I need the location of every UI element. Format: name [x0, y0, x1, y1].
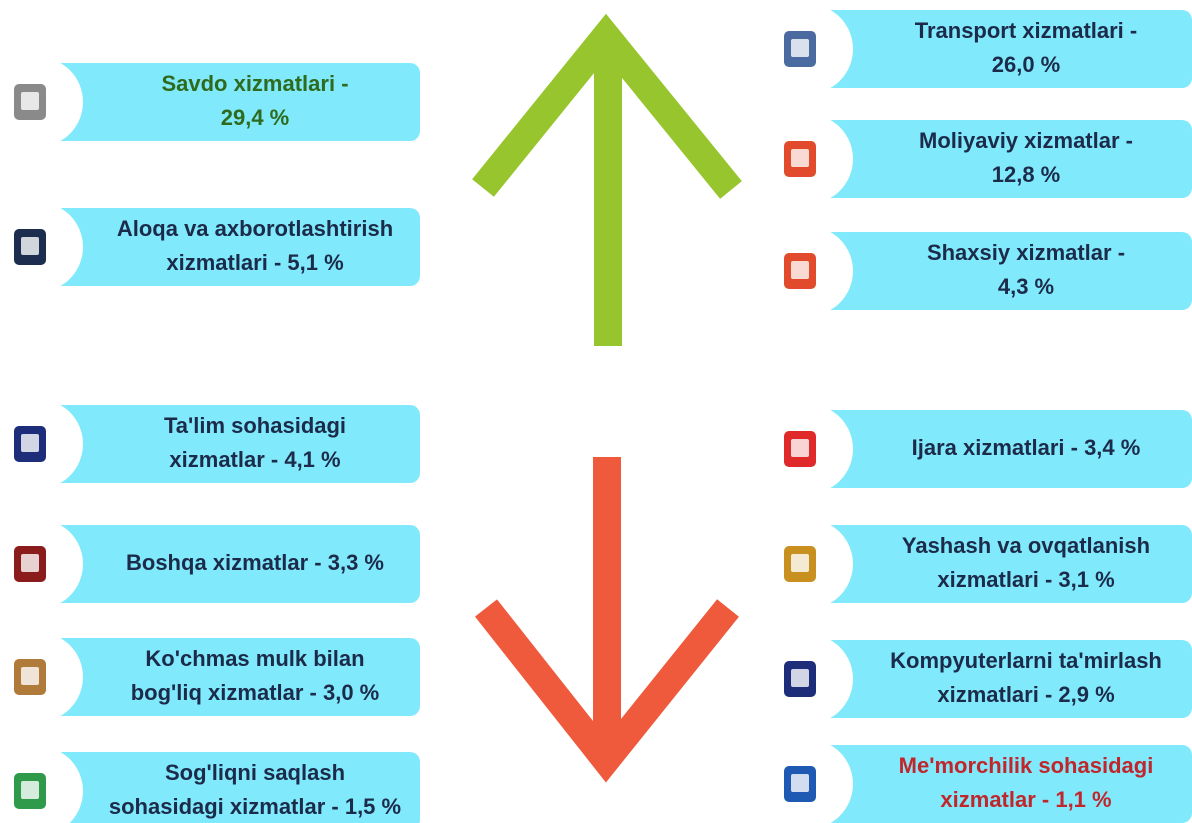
items: Savdo xizmatlari - 29,4 % Aloqa va axborot… [0, 4, 1192, 823]
item-text: Sog'liqni saqlash [165, 760, 345, 785]
service-item: Aloqa va axborotlashtirish xizmatlari - 5… [0, 202, 420, 292]
service-item: Ta'lim sohasidagi xizmatlar - 4,1 % [0, 399, 420, 489]
service-item: Ko'chmas mulk bilan bog'liq xizmatlar - 3… [0, 632, 420, 722]
icon-detail [21, 781, 39, 799]
item-text: Shaxsiy xizmatlar - [927, 240, 1125, 265]
item-text: Moliyaviy xizmatlar - [919, 128, 1133, 153]
down-arrow [475, 457, 739, 783]
icon-detail [21, 554, 39, 572]
item-text: 12,8 % [992, 162, 1061, 187]
icon-detail [21, 434, 39, 452]
service-item: Kompyuterlarni ta'mirlash xizmatlari - 2,… [763, 634, 1192, 724]
item-text: xizmatlari - 2,9 % [937, 682, 1114, 707]
item-box [50, 752, 420, 823]
item-box [820, 120, 1192, 198]
item-text: xizmatlari - 5,1 % [166, 250, 343, 275]
down-arrow-head [475, 599, 739, 783]
icon-detail [791, 149, 809, 167]
item-text: Aloqa va axborotlashtirish [117, 216, 393, 241]
icon-detail [791, 439, 809, 457]
service-item: Savdo xizmatlari - 29,4 % [0, 57, 420, 147]
item-box [820, 640, 1192, 718]
item-text: Kompyuterlarni ta'mirlash [890, 648, 1162, 673]
icon-detail [791, 774, 809, 792]
item-text: xizmatlari - 3,1 % [937, 567, 1114, 592]
icon-detail [21, 667, 39, 685]
item-text: Ijara xizmatlari - 3,4 % [912, 435, 1141, 460]
item-box [50, 405, 420, 483]
icon-detail [21, 92, 39, 110]
service-item: Sog'liqni saqlash sohasidagi xizmatlar - … [0, 746, 420, 823]
item-text: Ta'lim sohasidagi [164, 413, 346, 438]
icon-detail [791, 554, 809, 572]
item-text: 29,4 % [221, 105, 290, 130]
item-box [820, 410, 1192, 488]
item-text: 4,3 % [998, 274, 1054, 299]
icon-detail [791, 669, 809, 687]
item-box [50, 208, 420, 286]
service-item: Yashash va ovqatlanish xizmatlari - 3,1 % [763, 519, 1192, 609]
item-box [50, 525, 420, 603]
item-box [820, 232, 1192, 310]
item-text: Ko'chmas mulk bilan [145, 646, 364, 671]
service-item: Transport xizmatlari - 26,0 % [763, 4, 1192, 94]
item-text: 26,0 % [992, 52, 1061, 77]
up-arrow [472, 13, 742, 346]
item-text: Transport xizmatlari - [915, 18, 1138, 43]
item-box [820, 745, 1192, 823]
service-item: Shaxsiy xizmatlar - 4,3 % [763, 226, 1192, 316]
item-text: bog'liq xizmatlar - 3,0 % [131, 680, 380, 705]
up-arrow-head [472, 13, 742, 199]
service-item: Boshqa xizmatlar - 3,3 % [0, 519, 420, 609]
item-box [820, 10, 1192, 88]
item-text: sohasidagi xizmatlar - 1,5 % [109, 794, 401, 819]
service-item: Me'morchilik sohasidagi xizmatlar - 1,1 % [763, 739, 1192, 823]
item-text: xizmatlar - 4,1 % [169, 447, 340, 472]
item-text: Yashash va ovqatlanish [902, 533, 1150, 558]
service-item: Moliyaviy xizmatlar - 12,8 % [763, 114, 1192, 204]
item-text: Savdo xizmatlari - [161, 71, 348, 96]
item-text: Boshqa xizmatlar - 3,3 % [126, 550, 384, 575]
item-text: Me'morchilik sohasidagi [899, 753, 1154, 778]
item-box [50, 63, 420, 141]
item-text: xizmatlar - 1,1 % [940, 787, 1111, 812]
icon-detail [791, 261, 809, 279]
icon-detail [791, 39, 809, 57]
icon-detail [21, 237, 39, 255]
item-box [820, 525, 1192, 603]
service-item: Ijara xizmatlari - 3,4 % [763, 404, 1192, 494]
item-box [50, 638, 420, 716]
